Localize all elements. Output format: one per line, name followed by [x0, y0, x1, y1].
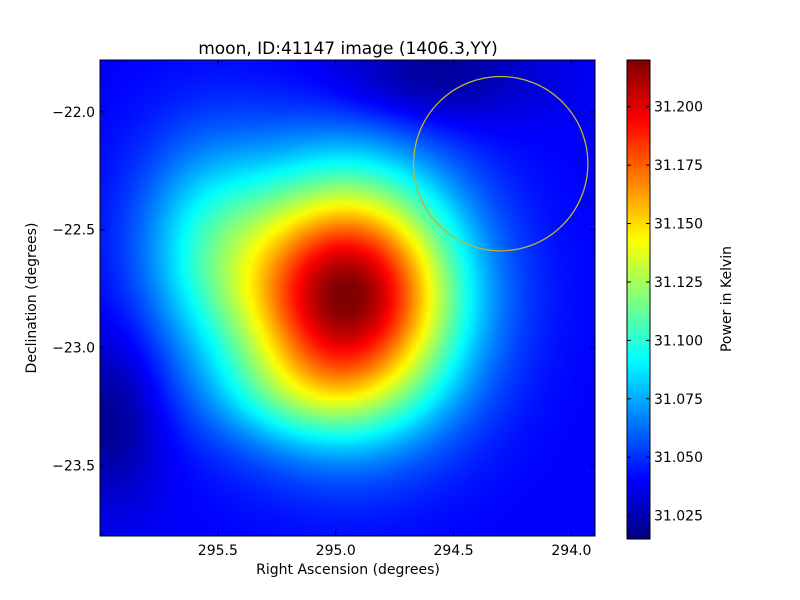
- colorbar-tick-label: 31.125: [654, 275, 703, 291]
- y-tick-label: −23.0: [52, 340, 95, 356]
- y-tick-label: −23.5: [52, 458, 95, 474]
- colorbar: 31.025 31.050 31.075 31.100 31.125 31.150 31.1…: [626, 59, 735, 540]
- chart-title: moon, ID:41147 image (1406.3,YY): [198, 39, 498, 59]
- colorbar-tick-label: 31.100: [654, 333, 703, 349]
- y-axis: −22.0 −22.5 −23.0 −23.5: [52, 105, 595, 474]
- region-circle: [412, 75, 589, 252]
- x-axis: 295.5 295.0 294.5 294.0: [198, 60, 591, 559]
- plot-area: 295.5 295.0 294.5 294.0 −22.0 −22.5 −23.0 −23.…: [52, 59, 596, 559]
- heatmap-image: [100, 60, 595, 536]
- y-axis-label: Declination (degrees): [24, 223, 40, 374]
- x-tick-label: 295.5: [198, 543, 238, 559]
- colorbar-frame: [626, 59, 651, 540]
- colorbar-gradient: [627, 60, 650, 539]
- x-tick-label: 294.5: [434, 543, 474, 559]
- colorbar-label: Power in Kelvin: [719, 246, 735, 352]
- colorbar-tick-label: 31.200: [654, 100, 703, 116]
- x-tick-label: 295.0: [316, 543, 356, 559]
- x-tick-label: 294.0: [551, 543, 591, 559]
- y-tick-label: −22.0: [52, 105, 95, 121]
- colorbar-tick-label: 31.075: [654, 392, 703, 408]
- colorbar-tick-label: 31.150: [654, 217, 703, 233]
- colorbar-tick-label: 31.175: [654, 158, 703, 174]
- plot-frame: [99, 59, 596, 537]
- y-tick-label: −22.5: [52, 223, 95, 239]
- colorbar-tick-label: 31.025: [654, 509, 703, 525]
- x-axis-label: Right Ascension (degrees): [256, 562, 440, 578]
- colorbar-tick-label: 31.050: [654, 450, 703, 466]
